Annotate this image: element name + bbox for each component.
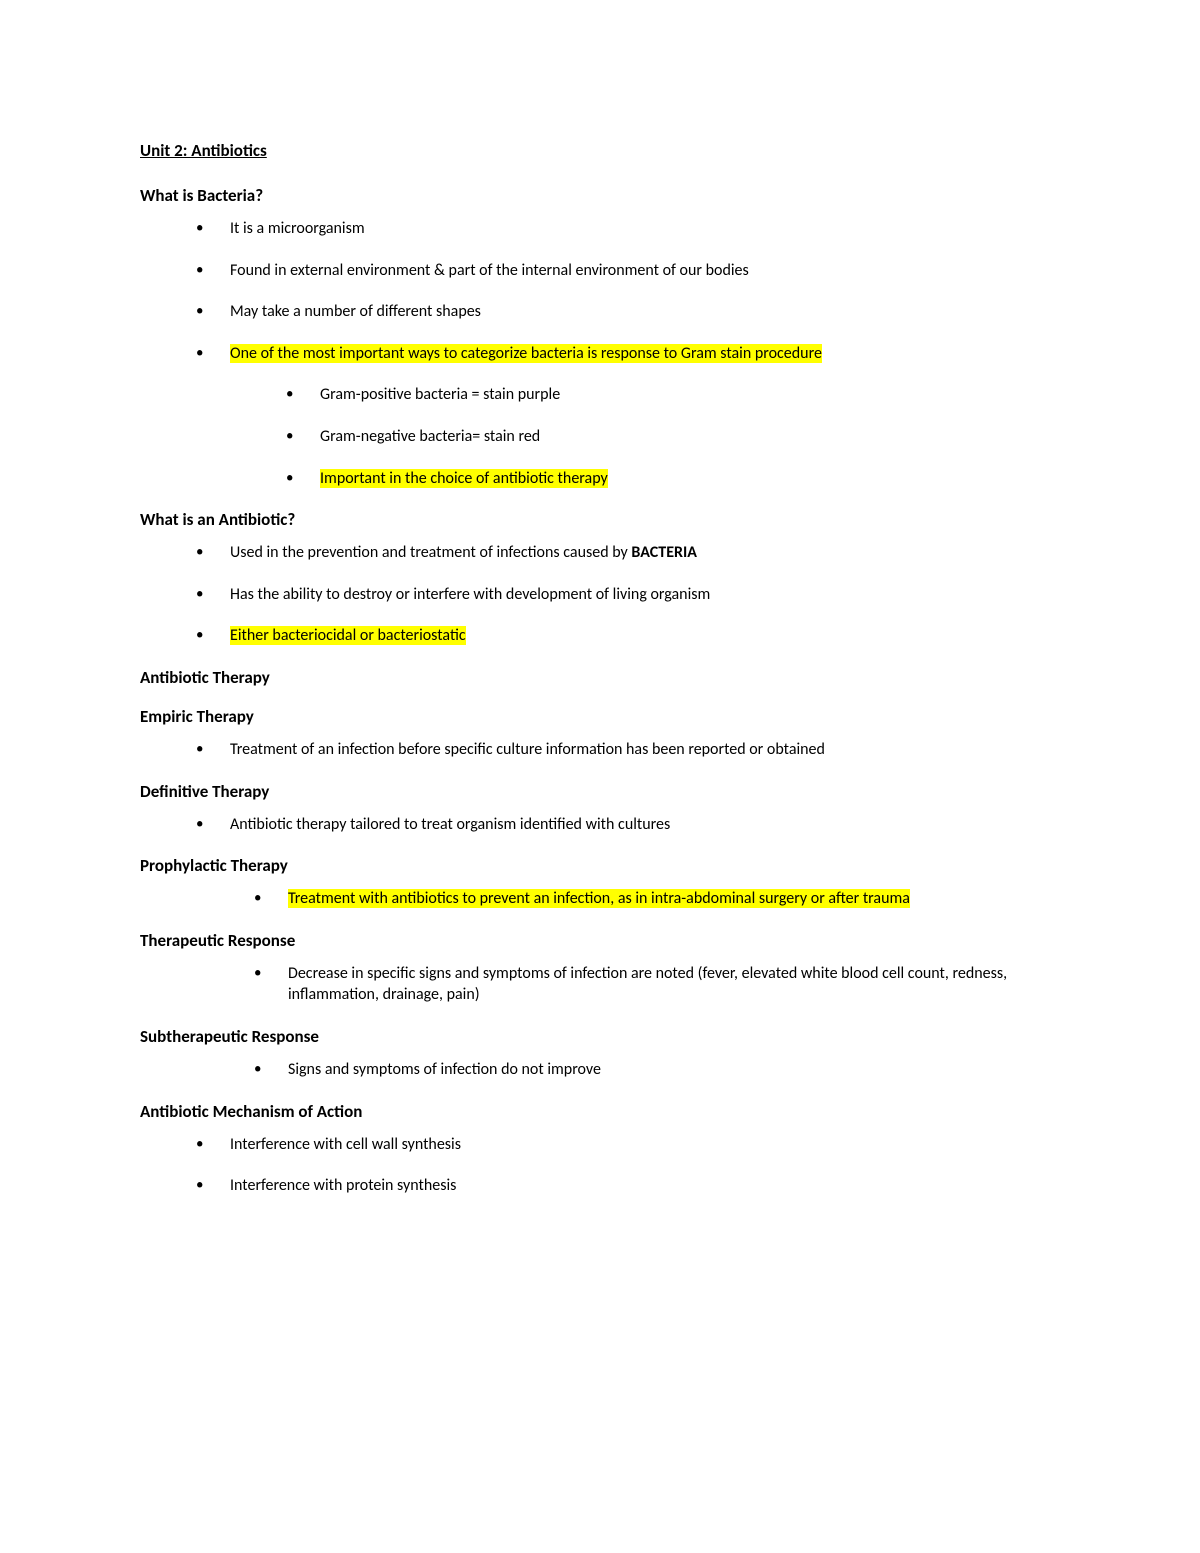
definitive-list: Antibiotic therapy tailored to treat org… <box>140 814 1060 836</box>
list-text-highlight: Either bacteriocidal or bacteriostatic <box>230 626 466 645</box>
list-text-highlight: Important in the choice of antibiotic th… <box>320 469 608 488</box>
section-heading-prophylactic: Prophylactic Therapy <box>140 855 1060 876</box>
list-text: Found in external environment & part of … <box>230 261 749 280</box>
list-item: One of the most important ways to catego… <box>170 343 1060 489</box>
list-item: Used in the prevention and treatment of … <box>170 542 1060 564</box>
list-item: Treatment of an infection before specifi… <box>170 739 1060 761</box>
list-text: Treatment of an infection before specifi… <box>230 740 825 759</box>
list-text: Signs and symptoms of infection do not i… <box>288 1060 601 1079</box>
list-item: Interference with protein synthesis <box>170 1175 1060 1197</box>
list-text-highlight: One of the most important ways to catego… <box>230 344 822 363</box>
bacteria-sublist: Gram-positive bacteria = stain purple Gr… <box>230 384 1060 489</box>
list-item: Gram-negative bacteria= stain red <box>260 426 1060 448</box>
list-item: Treatment with antibiotics to prevent an… <box>228 888 1060 910</box>
list-item: Important in the choice of antibiotic th… <box>260 468 1060 490</box>
list-text: Gram-negative bacteria= stain red <box>320 427 540 446</box>
list-item: Antibiotic therapy tailored to treat org… <box>170 814 1060 836</box>
list-item: May take a number of different shapes <box>170 301 1060 323</box>
list-text: Used in the prevention and treatment of … <box>230 543 631 562</box>
list-text-bold: BACTERIA <box>631 543 697 562</box>
antibiotic-list: Used in the prevention and treatment of … <box>140 542 1060 647</box>
list-text: Antibiotic therapy tailored to treat org… <box>230 815 670 834</box>
section-heading-mechanism: Antibiotic Mechanism of Action <box>140 1101 1060 1122</box>
list-item: Found in external environment & part of … <box>170 260 1060 282</box>
list-text: It is a microorganism <box>230 219 365 238</box>
prophylactic-list: Treatment with antibiotics to prevent an… <box>140 888 1060 910</box>
list-text: Interference with protein synthesis <box>230 1176 456 1195</box>
mechanism-list: Interference with cell wall synthesis In… <box>140 1134 1060 1197</box>
list-text: Decrease in specific signs and symptoms … <box>288 964 1007 1005</box>
list-item: Decrease in specific signs and symptoms … <box>228 963 1060 1006</box>
empiric-list: Treatment of an infection before specifi… <box>140 739 1060 761</box>
document-page: Unit 2: Antibiotics What is Bacteria? It… <box>0 0 1200 1277</box>
list-item: Signs and symptoms of infection do not i… <box>228 1059 1060 1081</box>
section-heading-therapeutic: Therapeutic Response <box>140 930 1060 951</box>
list-item: Either bacteriocidal or bacteriostatic <box>170 625 1060 647</box>
section-heading-therapy: Antibiotic Therapy <box>140 667 1060 688</box>
list-text: May take a number of different shapes <box>230 302 481 321</box>
list-text-highlight: Treatment with antibiotics to prevent an… <box>288 889 910 908</box>
subtherapeutic-list: Signs and symptoms of infection do not i… <box>140 1059 1060 1081</box>
section-heading-empiric: Empiric Therapy <box>140 706 1060 727</box>
list-text: Has the ability to destroy or interfere … <box>230 585 710 604</box>
bacteria-list: It is a microorganism Found in external … <box>140 218 1060 489</box>
list-item: It is a microorganism <box>170 218 1060 240</box>
section-heading-subtherapeutic: Subtherapeutic Response <box>140 1026 1060 1047</box>
section-heading-antibiotic: What is an Antibiotic? <box>140 509 1060 530</box>
list-text: Interference with cell wall synthesis <box>230 1135 461 1154</box>
section-heading-bacteria: What is Bacteria? <box>140 185 1060 206</box>
list-item: Gram-positive bacteria = stain purple <box>260 384 1060 406</box>
list-text: Gram-positive bacteria = stain purple <box>320 385 560 404</box>
list-item: Has the ability to destroy or interfere … <box>170 584 1060 606</box>
section-heading-definitive: Definitive Therapy <box>140 781 1060 802</box>
page-title: Unit 2: Antibiotics <box>140 140 1060 161</box>
list-item: Interference with cell wall synthesis <box>170 1134 1060 1156</box>
therapeutic-list: Decrease in specific signs and symptoms … <box>140 963 1060 1006</box>
